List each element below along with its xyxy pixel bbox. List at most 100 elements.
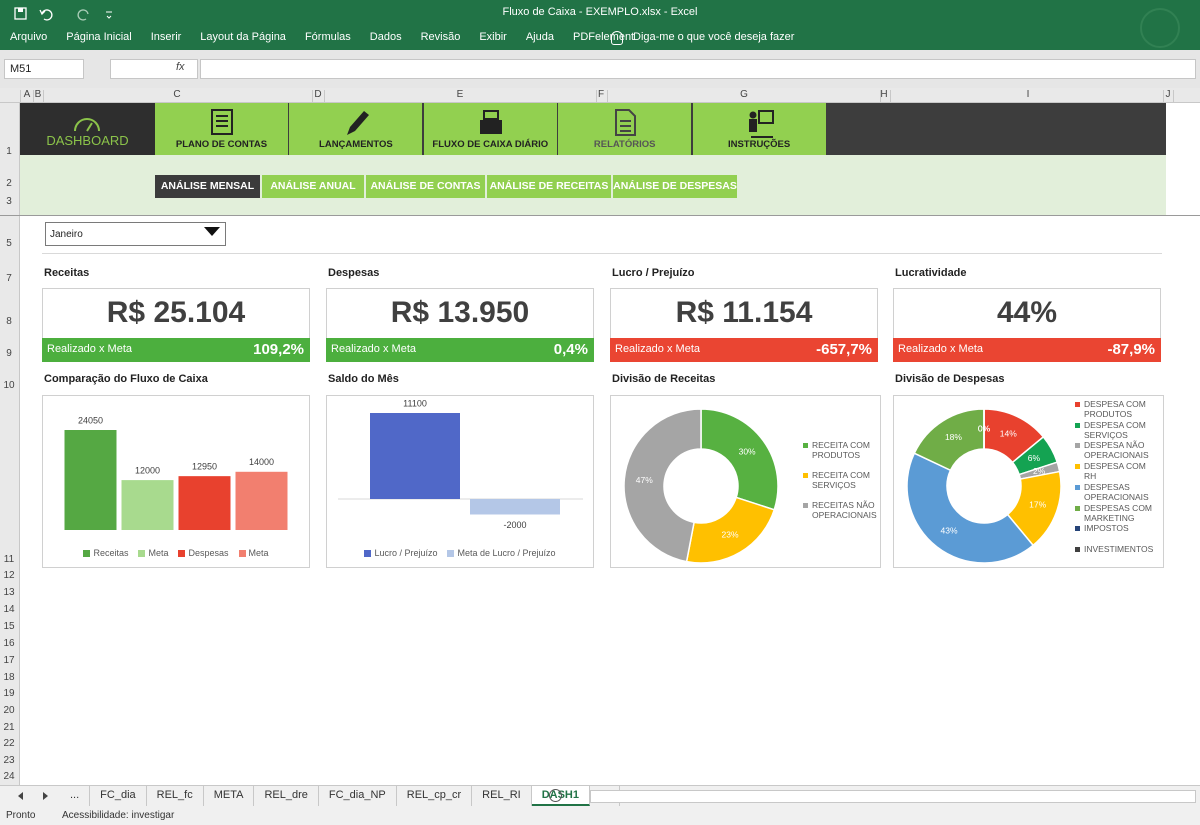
legend-item: RECEITA COM PRODUTOS — [803, 440, 873, 464]
row-header: 19 — [3, 688, 15, 699]
kpi-pct: 109,2% — [253, 341, 304, 358]
legend-item: DESPESAS COM MARKETING — [1075, 503, 1155, 527]
nav-tile[interactable] — [423, 103, 557, 155]
legend-item: Despesas — [178, 546, 229, 560]
nav-home[interactable] — [20, 103, 155, 155]
column-divider — [596, 90, 597, 102]
row-header: 22 — [3, 738, 15, 749]
nav-tile[interactable] — [289, 103, 423, 155]
legend-label: RECEITA COM PRODUTOS — [812, 440, 870, 460]
legend-item: Meta — [138, 546, 168, 560]
ribbon-tab[interactable]: Arquivo — [10, 31, 48, 43]
kpi-caption: Realizado x Meta — [331, 343, 416, 355]
legend-swatch — [1075, 546, 1080, 552]
h-scrollbar[interactable] — [590, 790, 1196, 803]
ribbon-tab[interactable]: Exibir — [479, 31, 507, 43]
row-header: 24 — [3, 771, 15, 782]
tab-nav-left[interactable] — [18, 792, 23, 800]
row-header: 20 — [3, 705, 15, 716]
sheet-tab[interactable]: FC_dia_NP — [319, 786, 397, 806]
legend-item: Meta de Lucro / Prejuízo — [447, 546, 556, 560]
sheet-tab[interactable]: ... — [60, 786, 91, 806]
add-sheet[interactable] — [549, 789, 562, 802]
fx-label: fx — [176, 61, 185, 73]
quick-access-icons — [14, 6, 114, 22]
column-divider — [312, 90, 313, 102]
legend-swatch — [1075, 484, 1080, 490]
title-bar — [0, 0, 1200, 50]
chart-title: Divisão de Despesas — [895, 373, 1005, 385]
sheet-tab[interactable]: REL_dre — [254, 786, 319, 806]
kpi-pct: -87,9% — [1107, 341, 1155, 358]
sheet-tabs: ... FC_dia REL_fc META REL_dre FC_dia_NP REL_c… — [60, 786, 621, 806]
legend-swatch — [1075, 402, 1080, 407]
legend-label: DESPESA COM PRODUTOS — [1084, 399, 1146, 419]
row-header-band — [0, 103, 20, 785]
subnav-button[interactable]: ANÁLISE ANUAL — [262, 175, 364, 198]
sheet-tab[interactable]: REL_fc — [147, 786, 204, 806]
chart-title: Saldo do Mês — [328, 373, 399, 385]
legend-swatch — [83, 549, 91, 557]
column-header-band — [0, 88, 1200, 103]
ribbon-tab[interactable]: Layout da Página — [200, 31, 286, 43]
kpi-bar — [610, 338, 878, 362]
status-accessibility[interactable]: Acessibilidade: investigar — [62, 810, 175, 821]
tell-me[interactable]: Diga-me o que você deseja fazer — [633, 31, 795, 43]
legend-item: Meta — [238, 546, 269, 560]
legend-label: INVESTIMENTOS — [1084, 543, 1154, 554]
legend-item: RECEITA COM SERVIÇOS — [803, 470, 873, 494]
ribbon-tab[interactable]: Revisão — [420, 31, 461, 43]
row-header: 11 — [3, 554, 15, 565]
sheet-tab[interactable]: FC_dia — [90, 786, 147, 806]
sheet-tab[interactable]: META — [204, 786, 255, 806]
ribbon-tab[interactable]: Página Inicial — [66, 31, 132, 43]
legend-swatch — [803, 443, 808, 448]
subnav-button[interactable]: ANÁLISE DE DESPESAS — [613, 175, 737, 198]
tab-nav-arrows — [18, 789, 58, 803]
month-dropdown[interactable]: Janeiro — [45, 222, 226, 246]
name-box[interactable]: M51 — [4, 59, 84, 79]
formula-input[interactable] — [200, 59, 1196, 79]
nav-tile[interactable] — [155, 103, 288, 155]
logo-mark — [1140, 8, 1180, 48]
sheet-tab[interactable]: REL_RI — [472, 786, 532, 806]
row-header: 2 — [6, 178, 12, 189]
status-bar — [0, 807, 1200, 825]
column-divider — [20, 90, 21, 102]
legend-item: DESPESA COM RH — [1075, 461, 1155, 485]
legend-item: DESPESA COM PRODUTOS — [1075, 399, 1155, 423]
kpi-value: R$ 11.154 — [675, 296, 813, 329]
nav-tile-label: PLANO DE CONTAS — [175, 139, 268, 150]
kpi-pct: -657,7% — [816, 341, 872, 358]
dashboard-icon — [74, 118, 100, 132]
ribbon-tab[interactable]: PDFelement — [572, 31, 635, 43]
legend-label: DESPESAS OPERACIONAIS — [1084, 481, 1149, 502]
legend-swatch — [1075, 505, 1080, 511]
kpi-value: R$ 25.104 — [106, 296, 246, 329]
kpi-pct: 0,4% — [553, 341, 588, 358]
tab-nav-right[interactable] — [43, 792, 48, 800]
ribbon-tab[interactable]: Inserir — [150, 31, 182, 43]
subnav-button[interactable]: ANÁLISE MENSAL — [155, 175, 260, 198]
column-header: D — [314, 89, 322, 100]
column-divider — [43, 90, 44, 102]
row-header: 9 — [6, 348, 12, 359]
kpi-bar — [42, 338, 310, 362]
row-header: 13 — [3, 587, 15, 598]
legend-item: RECEITAS NÃO OPERACIONAIS — [803, 500, 877, 524]
row-header: 15 — [3, 621, 15, 632]
quick-access-svg — [14, 7, 112, 21]
nav-tile[interactable] — [692, 103, 826, 155]
nav-tile[interactable] — [558, 103, 692, 155]
row-header: 12 — [3, 570, 15, 581]
ribbon-tab[interactable]: Dados — [369, 31, 402, 43]
column-header: B — [34, 89, 42, 100]
window-title: Fluxo de Caixa - EXEMPLO.xlsx - Excel — [502, 6, 698, 18]
row-header: 21 — [3, 722, 15, 733]
ribbon-tab[interactable]: Fórmulas — [304, 31, 351, 43]
sheet-tab[interactable]: REL_cp_cr — [397, 786, 473, 806]
legend-item: Lucro / Prejuízo — [364, 546, 437, 560]
subnav-button[interactable]: ANÁLISE DE CONTAS — [366, 175, 485, 198]
ribbon-tab[interactable]: Ajuda — [525, 31, 554, 43]
subnav-button[interactable]: ANÁLISE DE RECEITAS — [487, 175, 611, 198]
